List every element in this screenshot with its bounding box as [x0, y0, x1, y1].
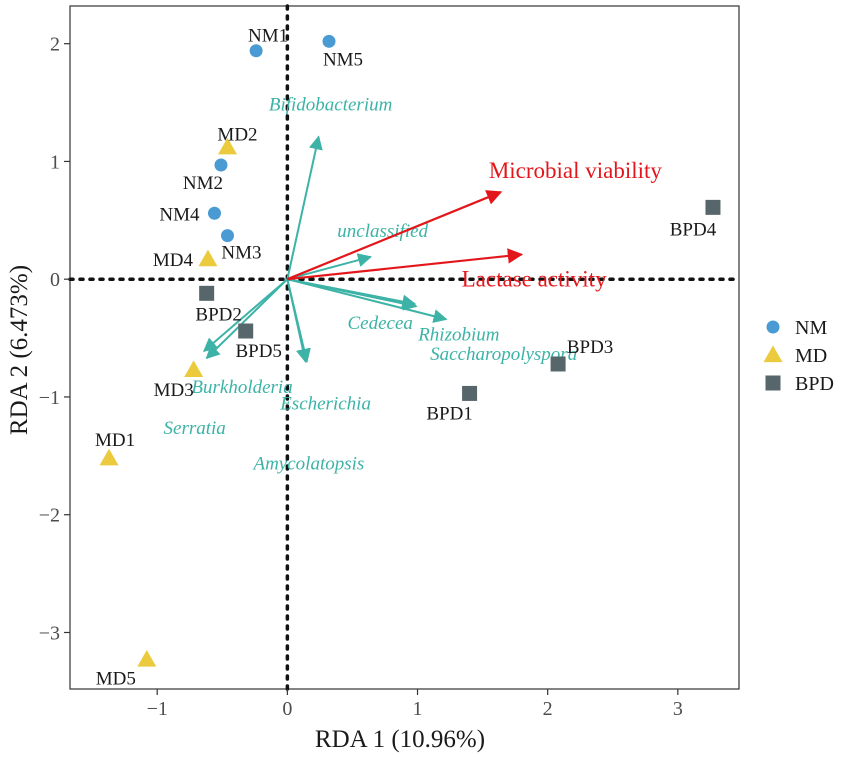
- species-arrow-burkholderia: [203, 278, 289, 352]
- species-arrows: Bifidobacterium unclassified CedeceaRhizob…: [164, 95, 578, 475]
- species-label-escherichia: Escherichia: [279, 394, 371, 415]
- species-arrow-saccharopolyspora: [287, 278, 448, 323]
- env-arrow-microbial-viability: [286, 190, 503, 281]
- sample-label-nm1: NM1: [248, 26, 288, 47]
- species-label-burkholderia: Burkholderia: [191, 377, 292, 398]
- species-label-rhizobium: Rhizobium: [417, 324, 499, 345]
- sample-point-bpd3: [550, 356, 566, 372]
- species-label-amycolatopsis: Amycolatopsis: [251, 454, 364, 475]
- sample-label-bpd2: BPD2: [195, 304, 241, 325]
- sample-point-md1: [99, 448, 119, 466]
- species-arrow-unclassified: [287, 253, 373, 281]
- x-tick-label: 2: [543, 698, 553, 720]
- y-tick-label: −3: [39, 622, 60, 644]
- y-axis-ticks: −3 −2 −1 0 1 2: [39, 34, 70, 644]
- sample-point-bpd1: [462, 385, 478, 401]
- env-label-microbial-viability: Microbial viability: [489, 158, 663, 183]
- y-tick-label: 0: [50, 269, 60, 291]
- sample-label-md3: MD3: [154, 380, 194, 401]
- env-arrows: Microbial viability Lactase activity: [286, 158, 663, 291]
- x-tick-label: −1: [147, 698, 168, 720]
- sample-label-nm5: NM5: [323, 49, 363, 70]
- y-tick-label: −1: [39, 387, 60, 409]
- env-label-lactase-activity: Lactase activity: [462, 266, 607, 291]
- legend-key-nm: [766, 320, 780, 334]
- x-tick-label: 3: [673, 698, 683, 720]
- species-label-cedecea: Cedecea: [348, 313, 413, 334]
- legend-key-bpd: [765, 375, 781, 391]
- species-label-saccharopolyspora: Saccharopolyspora: [430, 344, 577, 365]
- legend-label-bpd: BPD: [795, 373, 834, 395]
- y-tick-label: 1: [50, 151, 60, 173]
- species-label-serratia: Serratia: [164, 418, 226, 439]
- reference-lines: [68, 4, 741, 691]
- sample-point-bpd4: [705, 199, 721, 215]
- sample-label-bpd4: BPD4: [670, 219, 717, 240]
- species-arrow-serratia: [205, 278, 289, 360]
- species-arrow-amycolatopsis: [286, 278, 311, 363]
- sample-label-bpd1: BPD1: [426, 403, 472, 424]
- sample-label-bpd3: BPD3: [567, 337, 613, 358]
- sample-point-nm2: [214, 158, 228, 172]
- sample-point-bpd5: [238, 323, 254, 339]
- sample-point-md3: [184, 360, 204, 377]
- sample-point-nm5: [322, 34, 336, 48]
- sample-points: [99, 34, 721, 667]
- x-axis-title: RDA 1 (10.96%): [315, 726, 485, 753]
- env-arrow-lactase-activity: [287, 248, 524, 281]
- sample-point-md4: [198, 249, 218, 267]
- sample-label-md1: MD1: [95, 430, 135, 451]
- sample-label-md2: MD2: [217, 124, 257, 145]
- sample-point-md5: [137, 650, 157, 667]
- sample-point-nm4: [207, 206, 221, 220]
- sample-label-nm4: NM4: [159, 204, 200, 225]
- legend-key-md: [763, 345, 783, 363]
- sample-label-md5: MD5: [96, 669, 136, 690]
- sample-labels: NM1 NM5 NM2 NM4 NM3 MD2 MD4 MD3 MD1 MD5 BPD2 BPD5 BP…: [95, 26, 717, 690]
- sample-point-nm1: [249, 44, 263, 58]
- sample-point-bpd2: [199, 285, 215, 301]
- x-tick-label: 0: [282, 698, 292, 720]
- species-arrow-bifidobacterium: [286, 135, 323, 280]
- legend: NM MD BPD: [763, 317, 834, 395]
- species-label-unclassified: unclassified: [337, 221, 428, 242]
- y-tick-label: 2: [50, 34, 60, 56]
- x-tick-label: 1: [413, 698, 423, 720]
- sample-label-md4: MD4: [153, 250, 194, 271]
- legend-label-nm: NM: [795, 317, 827, 339]
- species-label-bifidobacterium: Bifidobacterium: [269, 95, 392, 116]
- legend-label-md: MD: [795, 345, 827, 367]
- sample-point-nm3: [220, 229, 234, 243]
- plot-panel: [69, 5, 740, 690]
- x-axis-ticks: −1 0 1 2 3: [147, 689, 683, 720]
- y-tick-label: −2: [39, 505, 60, 527]
- sample-label-nm3: NM3: [221, 243, 261, 264]
- y-axis-title: RDA 2 (6.473%): [6, 265, 33, 435]
- sample-label-nm2: NM2: [183, 173, 223, 194]
- sample-label-bpd5: BPD5: [235, 341, 281, 362]
- sample-point-md2: [217, 137, 237, 155]
